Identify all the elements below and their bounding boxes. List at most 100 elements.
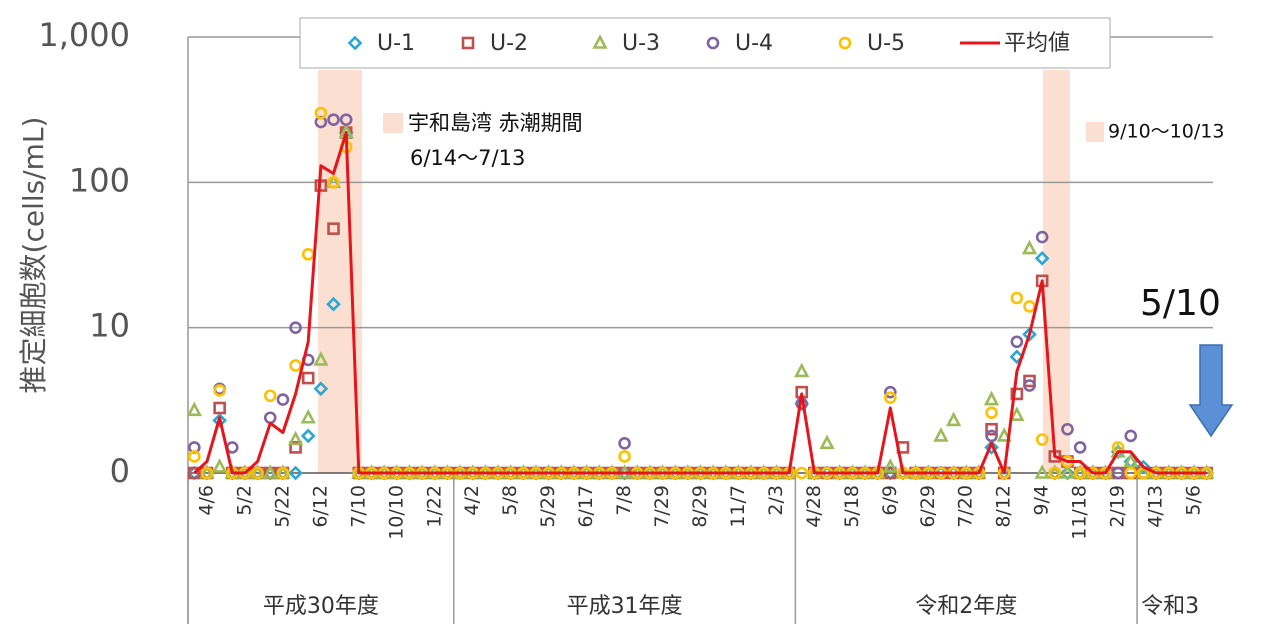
plot <box>186 106 1215 481</box>
data-point <box>186 401 202 417</box>
legend-marker <box>347 35 363 51</box>
legend-label: U-5 <box>867 31 905 56</box>
x-tick-label: 6/12 <box>309 485 331 528</box>
y-tick-label: 100 <box>69 161 130 199</box>
data-point <box>263 411 277 425</box>
data-point <box>188 450 201 463</box>
data-point <box>212 413 227 428</box>
data-point <box>983 390 1000 406</box>
data-point <box>301 371 315 385</box>
group-label: 平成30年度 <box>263 594 379 619</box>
data-point <box>795 466 809 480</box>
data-point <box>326 296 341 312</box>
data-point <box>985 429 998 443</box>
data-point <box>276 393 290 406</box>
data-point <box>213 384 226 397</box>
data-point <box>327 222 340 235</box>
data-point <box>996 427 1012 442</box>
data-point <box>1035 433 1049 446</box>
data-point <box>1010 335 1024 349</box>
x-tick-label: 6/29 <box>917 485 939 528</box>
x-tick-label: 2/3 <box>765 485 787 516</box>
data-point <box>289 441 302 454</box>
x-tick-label: 7/10 <box>347 485 369 528</box>
data-point <box>251 466 264 480</box>
data-point <box>618 450 631 463</box>
data-point <box>1023 300 1036 313</box>
data-point <box>287 430 304 446</box>
x-tick-label: 5/22 <box>271 485 293 528</box>
x-tick-label: 7/8 <box>613 485 635 516</box>
data-point <box>1136 459 1151 475</box>
x-tick-label: 5/8 <box>499 485 521 516</box>
data-point <box>1022 326 1037 342</box>
data-point <box>301 247 315 261</box>
data-point <box>1111 466 1125 480</box>
data-point <box>884 385 897 399</box>
x-tick-label: 8/29 <box>689 485 711 528</box>
x-tick-label: 4/6 <box>195 485 217 516</box>
data-point <box>1035 230 1049 244</box>
group-label: 令和3 <box>1141 594 1199 619</box>
x-tick-label: 11/18 <box>1069 485 1091 540</box>
legend-items: U-1 U-2 U-3 U-4 U-5 平均値 <box>347 31 1070 56</box>
legend-swatch <box>383 113 403 133</box>
x-tick-label: 9/4 <box>1031 485 1053 516</box>
data-point <box>1059 464 1076 479</box>
data-point <box>1009 406 1025 421</box>
x-tick-label: 2/19 <box>1107 485 1129 528</box>
annotation: 6/14～7/13 <box>410 146 525 170</box>
data-point <box>1073 466 1087 480</box>
arrow <box>1188 344 1234 438</box>
data-point <box>300 408 316 424</box>
legend-swatch <box>1086 122 1104 142</box>
x-tick-label: 1/22 <box>423 485 445 528</box>
x-tick-label: 7/20 <box>955 485 977 528</box>
data-point <box>289 321 302 334</box>
data-point <box>289 359 302 372</box>
x-tick-label: 5/6 <box>1183 485 1205 516</box>
mean-line <box>193 131 1207 475</box>
x-tick-label: 5/18 <box>841 485 863 528</box>
y-tick-label: 1,000 <box>38 16 130 54</box>
data-point <box>211 458 228 473</box>
data-point <box>327 113 340 126</box>
x-tick-label: 4/28 <box>803 485 825 528</box>
data-point <box>933 427 949 442</box>
data-point <box>1021 239 1038 255</box>
data-point <box>1123 452 1139 468</box>
data-point <box>313 351 329 366</box>
group-label: 令和2年度 <box>915 594 1017 619</box>
x-tick-label: 7/29 <box>651 485 673 528</box>
legend-marker <box>838 36 852 50</box>
data-point <box>263 389 277 403</box>
data-point <box>288 465 303 481</box>
data-point <box>794 362 810 378</box>
data-point <box>945 411 962 427</box>
data-point <box>985 406 998 419</box>
x-tick-label: 4/13 <box>1145 485 1167 528</box>
y-tick-label: 10 <box>89 307 130 345</box>
data-point <box>1010 387 1024 401</box>
data-point <box>339 113 353 126</box>
data-point <box>1124 466 1138 480</box>
x-tick-label: 8/12 <box>993 485 1015 528</box>
y-axis-title: 推定細胞数(cells/mL) <box>17 117 50 394</box>
annotation: 9/10～10/13 <box>1108 121 1224 143</box>
legend-marker <box>706 36 720 50</box>
data-point <box>300 428 316 444</box>
data-point <box>1034 464 1050 479</box>
data-point <box>1124 429 1138 443</box>
x-tick-label: 5/29 <box>537 485 559 528</box>
red-tide-period <box>1043 70 1070 473</box>
data-point <box>1073 441 1087 454</box>
data-point <box>1034 250 1050 266</box>
x-tick-label: 11/7 <box>727 485 749 528</box>
data-point <box>1010 291 1024 305</box>
data-point <box>276 466 290 480</box>
data-point <box>1048 466 1062 480</box>
data-point <box>188 466 201 480</box>
data-point <box>200 466 214 480</box>
data-point <box>225 441 239 454</box>
